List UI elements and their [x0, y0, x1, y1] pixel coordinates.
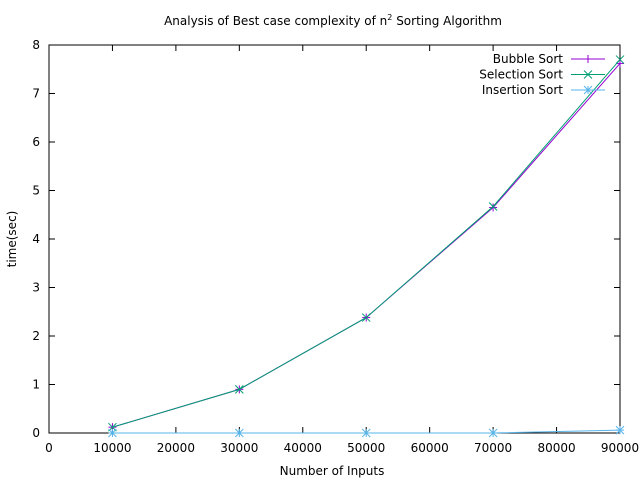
series-layer — [108, 55, 625, 438]
legend-marker-insertion-sort — [583, 85, 593, 95]
data-point-selection-sort — [615, 55, 625, 64]
x-tick-label: 30000 — [220, 441, 258, 455]
data-point-insertion-sort — [234, 428, 244, 438]
series-line-selection-sort — [112, 59, 621, 428]
x-tick-label: 60000 — [411, 441, 449, 455]
y-tick-label: 6 — [32, 135, 40, 149]
data-point-bubble-sort — [616, 59, 624, 68]
y-tick-label: 2 — [32, 329, 40, 343]
legend-marker-bubble-sort — [584, 55, 592, 63]
x-tick-label: 80000 — [537, 441, 575, 455]
legend-label-selection-sort: Selection Sort — [479, 68, 563, 82]
y-tick-label: 5 — [32, 184, 40, 198]
y-tick-label: 7 — [32, 87, 40, 101]
x-tick-label: 10000 — [93, 441, 131, 455]
chart-title-tail: Sorting Algorithm — [392, 14, 502, 28]
data-point-insertion-sort — [108, 428, 117, 438]
x-axis-label: Number of Inputs — [280, 464, 385, 478]
legend-label-insertion-sort: Insertion Sort — [482, 83, 563, 97]
plot-frame — [48, 44, 621, 434]
x-tick-label: 40000 — [284, 441, 322, 455]
y-tick-label: 1 — [32, 378, 40, 392]
data-point-selection-sort — [234, 384, 244, 394]
chart-title-main: Analysis of Best case complexity of n — [164, 14, 387, 28]
y-tick-label: 8 — [32, 38, 40, 52]
series-line-bubble-sort — [112, 63, 621, 428]
data-point-selection-sort — [361, 313, 371, 322]
legend-label-bubble-sort: Bubble Sort — [493, 52, 563, 66]
data-point-insertion-sort — [361, 428, 371, 438]
x-tick-label: 0 — [45, 441, 53, 455]
data-point-bubble-sort — [489, 203, 498, 212]
x-tick-label: 20000 — [157, 441, 195, 455]
data-point-selection-sort — [488, 202, 498, 211]
y-tick-label: 3 — [32, 281, 40, 295]
x-tick-label: 50000 — [347, 441, 385, 455]
x-tick-label: 70000 — [474, 441, 512, 455]
data-point-insertion-sort — [488, 428, 498, 438]
y-tick-label: 0 — [32, 426, 40, 440]
data-point-insertion-sort — [615, 425, 625, 435]
plot-axes: 0 10000 20000 30000 40000 50000 60000 70000 8000… — [32, 38, 639, 455]
y-axis-label: time(sec) — [5, 211, 19, 268]
x-tick-label: 90000 — [601, 441, 639, 455]
chart-title-superscript: 2 — [387, 13, 392, 22]
chart-title: Analysis of Best case complexity of n2 S… — [164, 13, 502, 28]
y-tick-label: 4 — [32, 232, 40, 246]
legend-marker-selection-sort — [583, 70, 593, 79]
